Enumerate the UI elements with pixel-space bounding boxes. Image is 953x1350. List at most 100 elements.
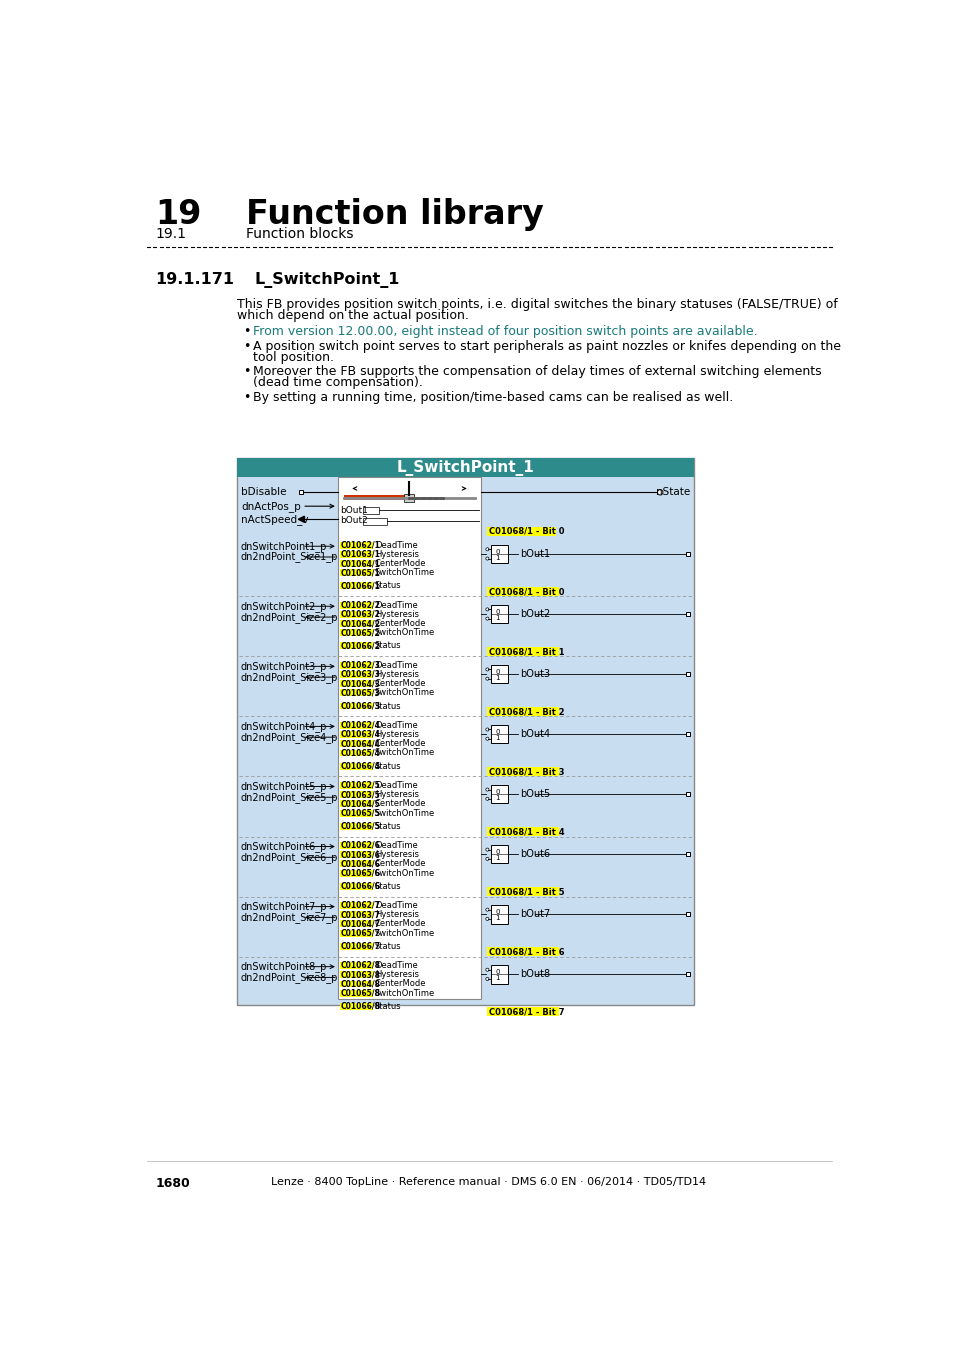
- Text: CenterMode: CenterMode: [375, 980, 426, 988]
- Text: •: •: [243, 390, 251, 404]
- Text: 19.1: 19.1: [155, 227, 187, 240]
- Text: 1: 1: [495, 555, 499, 560]
- Text: Hysteresis: Hysteresis: [375, 730, 418, 738]
- Circle shape: [485, 909, 488, 911]
- Text: Status: Status: [375, 641, 401, 651]
- Text: SwitchOnTime: SwitchOnTime: [375, 988, 435, 998]
- Bar: [340, 842, 373, 849]
- Text: Function blocks: Function blocks: [245, 227, 353, 240]
- Text: DeadTime: DeadTime: [375, 780, 417, 790]
- Bar: [340, 643, 373, 649]
- Text: bOut2: bOut2: [519, 609, 550, 620]
- Bar: [236, 459, 694, 477]
- Text: Hysteresis: Hysteresis: [375, 910, 418, 919]
- Bar: [685, 972, 689, 976]
- Bar: [340, 602, 373, 609]
- Bar: [685, 792, 689, 796]
- Text: 0: 0: [495, 609, 499, 614]
- Text: bOut8: bOut8: [519, 969, 550, 979]
- Bar: [340, 860, 373, 867]
- Text: C01065/8: C01065/8: [340, 988, 380, 998]
- Text: CenterMode: CenterMode: [375, 919, 426, 929]
- Text: SwitchOnTime: SwitchOnTime: [375, 868, 435, 878]
- Text: dn2ndPoint_Size3_p: dn2ndPoint_Size3_p: [241, 672, 338, 683]
- Circle shape: [485, 608, 488, 612]
- Bar: [685, 913, 689, 917]
- Text: dnActPos_p: dnActPos_p: [241, 501, 300, 512]
- Text: tool position.: tool position.: [253, 351, 334, 363]
- Text: 1: 1: [495, 975, 499, 981]
- Bar: [487, 948, 558, 956]
- Text: which depend on the actual position.: which depend on the actual position.: [236, 309, 469, 323]
- Text: C01063/1: C01063/1: [340, 549, 380, 559]
- Text: CenterMode: CenterMode: [375, 799, 426, 809]
- Text: dn2ndPoint_Size8_p: dn2ndPoint_Size8_p: [241, 972, 338, 983]
- Bar: [340, 541, 373, 548]
- Circle shape: [485, 848, 488, 850]
- Text: bOut4: bOut4: [519, 729, 550, 738]
- Bar: [340, 921, 373, 927]
- Text: C01068/1 - Bit 6: C01068/1 - Bit 6: [488, 948, 564, 957]
- Text: SwitchOnTime: SwitchOnTime: [375, 929, 435, 938]
- Bar: [491, 784, 508, 803]
- Text: dn2ndPoint_Size5_p: dn2ndPoint_Size5_p: [241, 792, 338, 803]
- Text: C01064/5: C01064/5: [340, 799, 380, 809]
- Text: C01068/1 - Bit 7: C01068/1 - Bit 7: [488, 1008, 564, 1017]
- Text: dnSwitchPoint4_p: dnSwitchPoint4_p: [241, 721, 327, 732]
- Text: C01068/1 - Bit 0: C01068/1 - Bit 0: [488, 526, 564, 536]
- Text: C01063/3: C01063/3: [340, 670, 380, 679]
- Circle shape: [485, 728, 488, 732]
- Text: 19.1.171: 19.1.171: [155, 273, 234, 288]
- Text: C01064/2: C01064/2: [340, 620, 380, 628]
- Text: SwitchOnTime: SwitchOnTime: [375, 809, 435, 818]
- Bar: [685, 852, 689, 856]
- Text: Status: Status: [375, 1002, 401, 1011]
- Text: C01062/3: C01062/3: [340, 660, 380, 670]
- Text: bOut6: bOut6: [519, 849, 550, 859]
- Bar: [363, 508, 378, 514]
- Text: C01062/4: C01062/4: [340, 721, 380, 730]
- Text: CenterMode: CenterMode: [375, 559, 426, 568]
- Text: bOut5: bOut5: [519, 790, 550, 799]
- Text: SwitchOnTime: SwitchOnTime: [375, 568, 435, 578]
- Bar: [340, 740, 373, 747]
- Text: 0: 0: [495, 548, 499, 555]
- Text: DeadTime: DeadTime: [375, 841, 417, 850]
- Bar: [491, 965, 508, 984]
- Text: 0: 0: [495, 668, 499, 675]
- Text: bOut2: bOut2: [340, 516, 368, 525]
- Text: C01066/5: C01066/5: [340, 822, 380, 830]
- Bar: [340, 971, 373, 979]
- Bar: [340, 911, 373, 918]
- Text: 19: 19: [155, 198, 202, 231]
- Text: dn2ndPoint_Size1_p: dn2ndPoint_Size1_p: [241, 552, 338, 563]
- Bar: [340, 702, 373, 710]
- Text: A position switch point serves to start peripherals as paint nozzles or knifes d: A position switch point serves to start …: [253, 340, 840, 352]
- Text: nActSpeed_v: nActSpeed_v: [241, 514, 308, 525]
- Bar: [340, 980, 373, 987]
- Text: C01065/7: C01065/7: [340, 929, 380, 938]
- Text: bOut7: bOut7: [519, 910, 550, 919]
- Text: 1: 1: [495, 915, 499, 921]
- Text: SwitchOnTime: SwitchOnTime: [375, 688, 435, 698]
- Text: nState: nState: [656, 487, 690, 497]
- Text: Hysteresis: Hysteresis: [375, 790, 418, 799]
- Bar: [487, 887, 558, 896]
- Text: This FB provides position switch points, i.e. digital switches the binary status: This FB provides position switch points,…: [236, 298, 837, 312]
- Bar: [340, 963, 373, 969]
- Circle shape: [485, 788, 488, 791]
- Bar: [340, 732, 373, 738]
- Text: C01062/8: C01062/8: [340, 961, 380, 971]
- Text: DeadTime: DeadTime: [375, 540, 417, 549]
- Bar: [340, 902, 373, 909]
- Bar: [340, 662, 373, 668]
- Text: C01066/3: C01066/3: [340, 702, 380, 710]
- Text: Status: Status: [375, 882, 401, 891]
- Text: C01062/7: C01062/7: [340, 900, 380, 910]
- Bar: [337, 477, 480, 999]
- Circle shape: [485, 977, 488, 980]
- Text: 1: 1: [495, 734, 499, 741]
- Text: dnSwitchPoint8_p: dnSwitchPoint8_p: [241, 961, 327, 972]
- Text: C01066/7: C01066/7: [340, 942, 380, 950]
- Text: Hysteresis: Hysteresis: [375, 971, 418, 979]
